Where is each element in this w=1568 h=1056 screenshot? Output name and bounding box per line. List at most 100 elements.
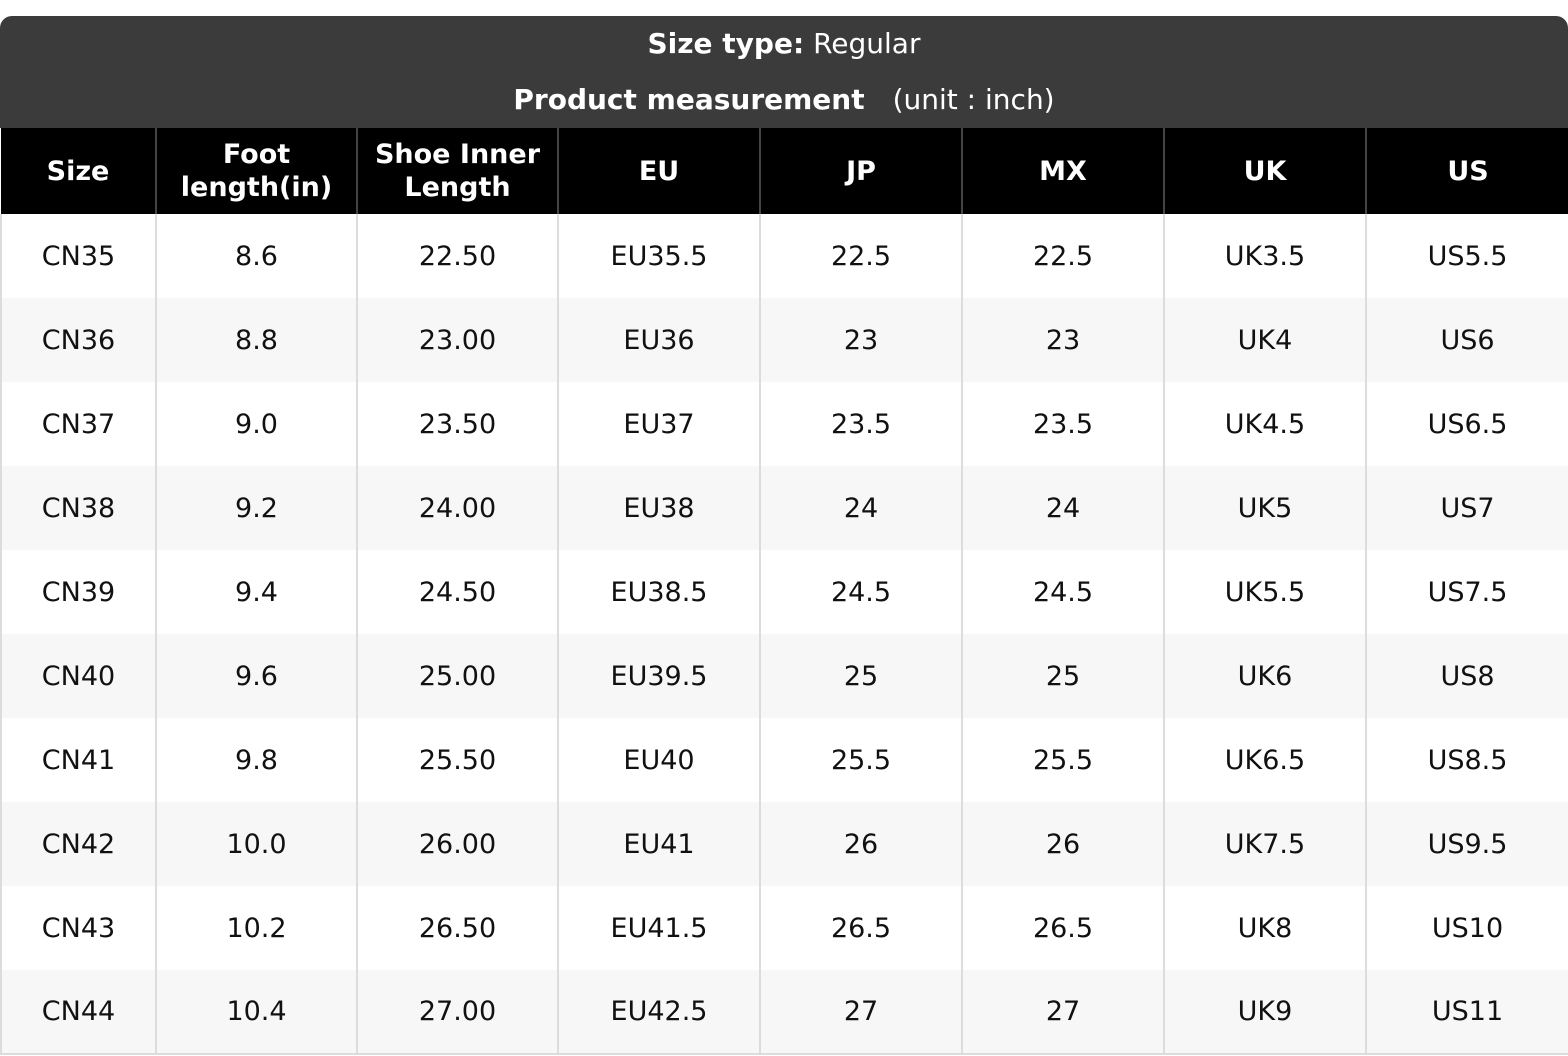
table-cell-foot-length: 9.0 [155,382,357,466]
table-row: CN38 9.2 24.00 EU38 24 24 UK5 US7 [0,466,1568,550]
table-cell-eu: EU38.5 [557,550,760,634]
table-cell-us: US10 [1365,886,1568,970]
table-cell-jp: 27 [759,970,962,1055]
table-row: CN39 9.4 24.50 EU38.5 24.5 24.5 UK5.5 US7.5 [0,550,1568,634]
size-table: Size Foot length(in) Shoe Inner Length EU JP… [0,128,1568,1055]
unit-text: (unit : inch) [892,83,1055,116]
table-cell-foot-length: 10.4 [155,970,357,1055]
table-cell-eu: EU39.5 [557,634,760,718]
table-cell-jp: 24.5 [759,550,962,634]
table-cell-jp: 26.5 [759,886,962,970]
table-cell-mx: 25.5 [961,718,1164,802]
table-cell-uk: UK6 [1163,634,1366,718]
table-cell-us: US7.5 [1365,550,1568,634]
table-cell-uk: UK4 [1163,298,1366,382]
table-cell-us: US6.5 [1365,382,1568,466]
table-cell-jp: 23.5 [759,382,962,466]
table-cell-eu: EU41 [557,802,760,886]
table-cell-us: US5.5 [1365,214,1568,298]
table-cell-foot-length: 9.2 [155,466,357,550]
table-cell-foot-length: 8.6 [155,214,357,298]
table-cell-uk: UK3.5 [1163,214,1366,298]
table-cell-mx: 25 [961,634,1164,718]
table-cell-size: CN40 [0,634,156,718]
table-cell-shoe-inner-length: 23.50 [356,382,558,466]
table-cell-jp: 22.5 [759,214,962,298]
table-cell-shoe-inner-length: 25.50 [356,718,558,802]
table-cell-eu: EU41.5 [557,886,760,970]
table-cell-us: US9.5 [1365,802,1568,886]
measurement-line: Product measurement (unit : inch) [0,82,1568,118]
table-cell-mx: 26 [961,802,1164,886]
size-type-value: Regular [813,27,921,60]
table-cell-uk: UK9 [1163,970,1366,1055]
table-cell-mx: 24 [961,466,1164,550]
measurement-label: Product measurement [513,83,865,116]
table-cell-jp: 25 [759,634,962,718]
table-cell-uk: UK5.5 [1163,550,1366,634]
table-cell-size: CN35 [0,214,156,298]
table-cell-shoe-inner-length: 26.00 [356,802,558,886]
table-row: CN37 9.0 23.50 EU37 23.5 23.5 UK4.5 US6.5 [0,382,1568,466]
table-cell-uk: UK8 [1163,886,1366,970]
table-cell-jp: 24 [759,466,962,550]
table-cell-jp: 26 [759,802,962,886]
table-row: CN36 8.8 23.00 EU36 23 23 UK4 US6 [0,298,1568,382]
table-cell-size: CN39 [0,550,156,634]
table-cell-foot-length: 10.2 [155,886,357,970]
table-cell-shoe-inner-length: 22.50 [356,214,558,298]
table-cell-foot-length: 9.6 [155,634,357,718]
column-header-jp: JP [759,128,962,214]
table-cell-size: CN37 [0,382,156,466]
table-cell-eu: EU36 [557,298,760,382]
table-cell-size: CN42 [0,802,156,886]
table-cell-eu: EU40 [557,718,760,802]
table-cell-size: CN38 [0,466,156,550]
column-header-foot-length: Foot length(in) [155,128,357,214]
table-cell-us: US8 [1365,634,1568,718]
table-row: CN35 8.6 22.50 EU35.5 22.5 22.5 UK3.5 US5.5 [0,214,1568,298]
table-cell-foot-length: 9.8 [155,718,357,802]
column-header-size: Size [1,128,156,214]
table-cell-mx: 23.5 [961,382,1164,466]
table-cell-us: US6 [1365,298,1568,382]
table-cell-uk: UK5 [1163,466,1366,550]
table-cell-size: CN43 [0,886,156,970]
table-cell-foot-length: 9.4 [155,550,357,634]
table-row: CN41 9.8 25.50 EU40 25.5 25.5 UK6.5 US8.5 [0,718,1568,802]
table-cell-mx: 24.5 [961,550,1164,634]
column-header-uk: UK [1163,128,1366,214]
table-cell-eu: EU38 [557,466,760,550]
table-row: CN44 10.4 27.00 EU42.5 27 27 UK9 US11 [0,970,1568,1055]
table-cell-size: CN41 [0,718,156,802]
table-cell-us: US7 [1365,466,1568,550]
table-cell-jp: 23 [759,298,962,382]
table-cell-size: CN44 [0,970,156,1055]
table-cell-size: CN36 [0,298,156,382]
table-row: CN40 9.6 25.00 EU39.5 25 25 UK6 US8 [0,634,1568,718]
table-cell-mx: 23 [961,298,1164,382]
table-cell-uk: UK4.5 [1163,382,1366,466]
size-chart: Size type: Regular Product measurement (u… [0,16,1568,1056]
table-body: CN35 8.6 22.50 EU35.5 22.5 22.5 UK3.5 US5.5 CN36… [0,214,1568,1055]
size-chart-header: Size type: Regular Product measurement (u… [0,16,1568,128]
table-cell-shoe-inner-length: 27.00 [356,970,558,1055]
table-cell-us: US11 [1365,970,1568,1055]
table-cell-us: US8.5 [1365,718,1568,802]
table-cell-mx: 26.5 [961,886,1164,970]
table-row: CN42 10.0 26.00 EU41 26 26 UK7.5 US9.5 [0,802,1568,886]
table-cell-foot-length: 8.8 [155,298,357,382]
size-type-label: Size type: [647,27,805,60]
table-cell-foot-length: 10.0 [155,802,357,886]
table-cell-shoe-inner-length: 24.50 [356,550,558,634]
table-cell-shoe-inner-length: 24.00 [356,466,558,550]
table-cell-mx: 22.5 [961,214,1164,298]
column-header-shoe-inner-length: Shoe Inner Length [356,128,558,214]
table-cell-shoe-inner-length: 25.00 [356,634,558,718]
column-header-eu: EU [557,128,760,214]
table-cell-shoe-inner-length: 23.00 [356,298,558,382]
column-header-mx: MX [961,128,1164,214]
table-cell-shoe-inner-length: 26.50 [356,886,558,970]
table-row: CN43 10.2 26.50 EU41.5 26.5 26.5 UK8 US10 [0,886,1568,970]
table-cell-eu: EU35.5 [557,214,760,298]
